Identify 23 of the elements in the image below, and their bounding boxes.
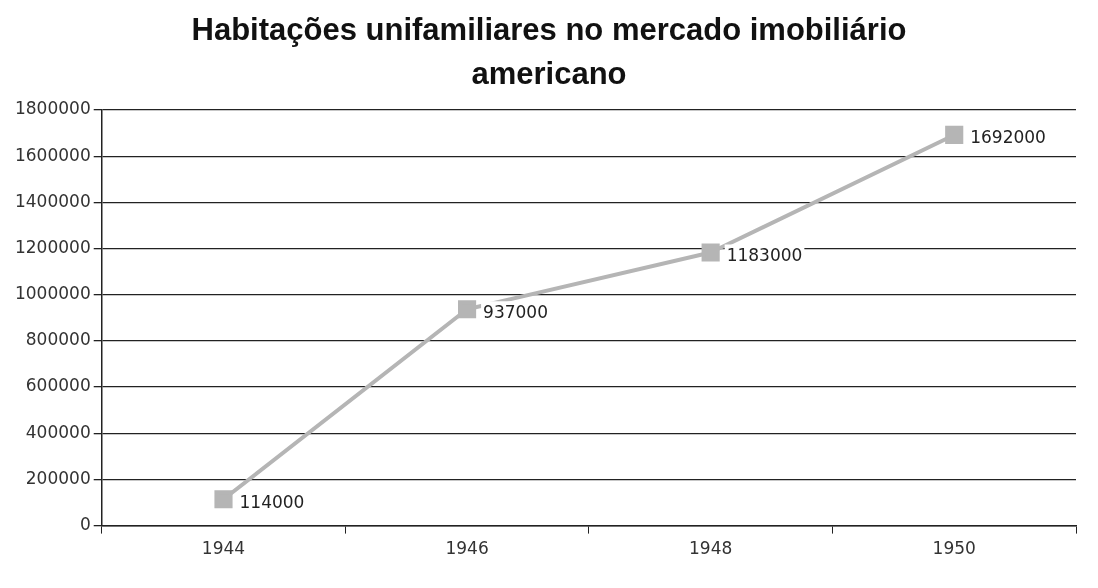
point <box>214 490 233 509</box>
data-label: 1692000 <box>970 127 1046 148</box>
y-tick-label: 400000 <box>25 421 91 442</box>
chart-title: Habitações unifamiliares no mercado imobiliário americano <box>190 11 908 93</box>
x-tick-label: 1944 <box>201 538 246 559</box>
y-tick-label: 800000 <box>25 329 91 350</box>
data-label: 114000 <box>239 491 305 512</box>
point <box>701 243 720 262</box>
y-tick-label: 600000 <box>25 375 91 396</box>
y-tick-label: 1000000 <box>14 283 91 304</box>
point <box>945 125 964 145</box>
y-tick-label: 1200000 <box>14 236 91 257</box>
data-label: 1183000 <box>726 244 803 265</box>
x-tick-label: 1950 <box>932 538 976 559</box>
y-tick-label: 1800000 <box>14 98 91 119</box>
x-tick-label: 1946 <box>445 538 489 559</box>
y-tick-label: 200000 <box>25 467 91 488</box>
point <box>458 300 477 319</box>
y-tick-label: 1600000 <box>14 144 91 165</box>
data-label: 937000 <box>483 301 548 322</box>
y-tick-label: 0 <box>79 514 91 535</box>
x-tick-label: 1948 <box>689 538 733 559</box>
y-tick-label: 1400000 <box>14 190 91 211</box>
